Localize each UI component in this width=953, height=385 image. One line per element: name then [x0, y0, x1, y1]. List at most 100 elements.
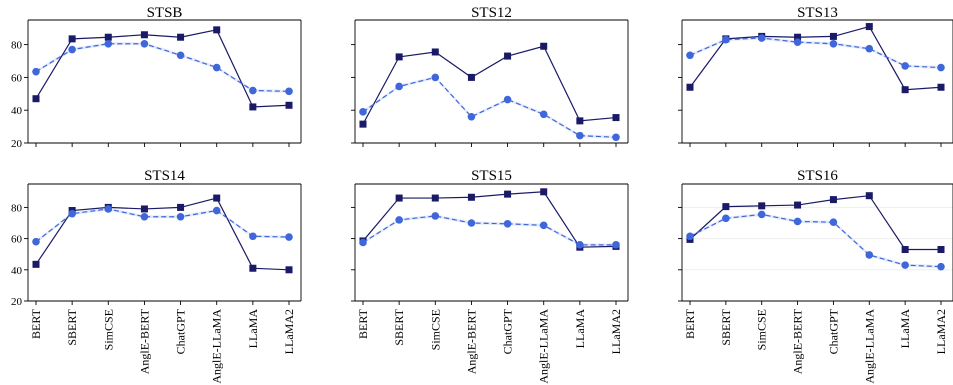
data-point-circle	[68, 45, 76, 54]
data-point-circle	[901, 261, 909, 269]
data-point-square	[467, 73, 475, 81]
data-point-square	[540, 42, 548, 50]
data-point-square	[794, 33, 802, 41]
data-point-circle	[140, 39, 149, 48]
series-line	[35, 43, 290, 92]
x-tick-label: AnglE-LLaMA	[210, 309, 224, 384]
data-point-circle	[829, 39, 838, 48]
data-point-square	[213, 26, 221, 34]
series-line	[362, 191, 617, 248]
data-point-square	[104, 33, 112, 41]
chart-panel-sts16: STS16 BERT SBERT SimCSE AnglE-BERT ChatGPT Ang…	[678, 168, 953, 384]
series-line	[35, 208, 290, 243]
data-point-square	[829, 32, 837, 40]
data-point-circle	[722, 35, 730, 44]
data-point-circle	[212, 63, 221, 72]
data-point-square	[576, 117, 584, 125]
chart-panel-sts15: STS15 BERT SBERT SimCSE AnglE-BERT ChatGPT Ang…	[351, 168, 629, 384]
series-line	[689, 37, 942, 69]
data-point-circle	[722, 214, 730, 223]
x-tick-label: LLaMA2	[609, 309, 623, 354]
chart-title: STS12	[471, 5, 512, 21]
x-tick-label: LLaMA2	[934, 309, 948, 354]
chart-title: STSB	[147, 5, 183, 21]
y-tick-label: 60	[11, 72, 23, 84]
data-point-circle	[104, 39, 113, 48]
data-point-square	[504, 52, 512, 60]
data-point-circle	[793, 38, 802, 46]
series-line	[362, 215, 616, 246]
data-point-circle	[467, 219, 476, 227]
chart-title: STS15	[471, 168, 512, 184]
x-tick-label: ChatGPT	[501, 308, 515, 354]
data-point-square	[140, 205, 148, 213]
data-point-circle	[212, 206, 221, 215]
data-point-square	[431, 194, 439, 202]
data-point-circle	[140, 212, 149, 221]
data-point-circle	[467, 112, 476, 121]
x-tick-label: SimCSE	[428, 309, 442, 350]
chart-title: STS14	[144, 168, 185, 184]
data-point-circle	[576, 241, 584, 249]
y-tick-label: 80	[11, 40, 23, 52]
data-point-square	[722, 203, 730, 211]
data-point-square	[686, 83, 694, 91]
y-tick-label: 80	[11, 202, 23, 214]
data-point-circle	[686, 232, 694, 241]
data-point-square	[249, 103, 257, 111]
data-point-square	[865, 192, 873, 200]
data-point-circle	[539, 110, 548, 119]
data-point-circle	[503, 219, 512, 228]
data-point-circle	[865, 44, 874, 53]
data-point-square	[431, 48, 439, 56]
series-line	[689, 213, 942, 268]
x-tick-label: SimCSE	[755, 309, 769, 350]
data-point-circle	[249, 86, 257, 95]
data-point-square	[758, 202, 766, 210]
data-point-circle	[757, 210, 766, 219]
data-point-square	[140, 31, 148, 39]
data-point-square	[395, 53, 403, 61]
x-tick-label: BERT	[356, 308, 370, 339]
data-point-square	[612, 114, 620, 122]
data-point-circle	[32, 67, 40, 76]
data-point-square	[249, 264, 257, 272]
data-point-circle	[249, 232, 257, 241]
data-point-circle	[829, 218, 838, 227]
x-tick-label: LLaMA	[573, 309, 587, 349]
series-line	[35, 197, 290, 271]
data-point-circle	[359, 238, 367, 247]
x-tick-label: SimCSE	[101, 309, 115, 350]
x-tick-label: ChatGPT	[826, 308, 840, 354]
data-point-circle	[359, 108, 367, 116]
y-tick-label: 40	[11, 265, 23, 277]
data-point-square	[213, 194, 221, 202]
data-point-circle	[686, 51, 694, 60]
data-point-circle	[901, 62, 909, 70]
data-point-square	[395, 194, 403, 202]
chart-title: STS16	[797, 168, 838, 184]
data-point-square	[504, 190, 512, 198]
data-point-square	[794, 201, 802, 209]
data-point-square	[540, 188, 548, 196]
data-point-square	[285, 101, 293, 109]
data-point-circle	[793, 217, 802, 226]
data-point-square	[901, 86, 909, 94]
data-point-square	[467, 193, 475, 201]
data-point-square	[937, 246, 945, 254]
x-tick-label: AnglE-BERT	[791, 308, 805, 374]
chart-panel-stsb: STSB 20 40 60 80	[11, 5, 302, 150]
data-point-circle	[285, 87, 293, 96]
data-point-square	[32, 95, 40, 103]
data-point-square	[177, 203, 185, 211]
data-point-circle	[68, 209, 76, 218]
series-line	[689, 195, 941, 251]
data-point-circle	[576, 131, 584, 140]
series-band	[363, 75, 616, 139]
chart-title: STS13	[797, 5, 838, 21]
data-point-square	[865, 23, 873, 31]
x-tick-label: SBERT	[392, 308, 406, 345]
x-tick-label: ChatGPT	[174, 308, 188, 354]
y-tick-label: 20	[11, 296, 23, 308]
data-point-circle	[285, 233, 293, 241]
